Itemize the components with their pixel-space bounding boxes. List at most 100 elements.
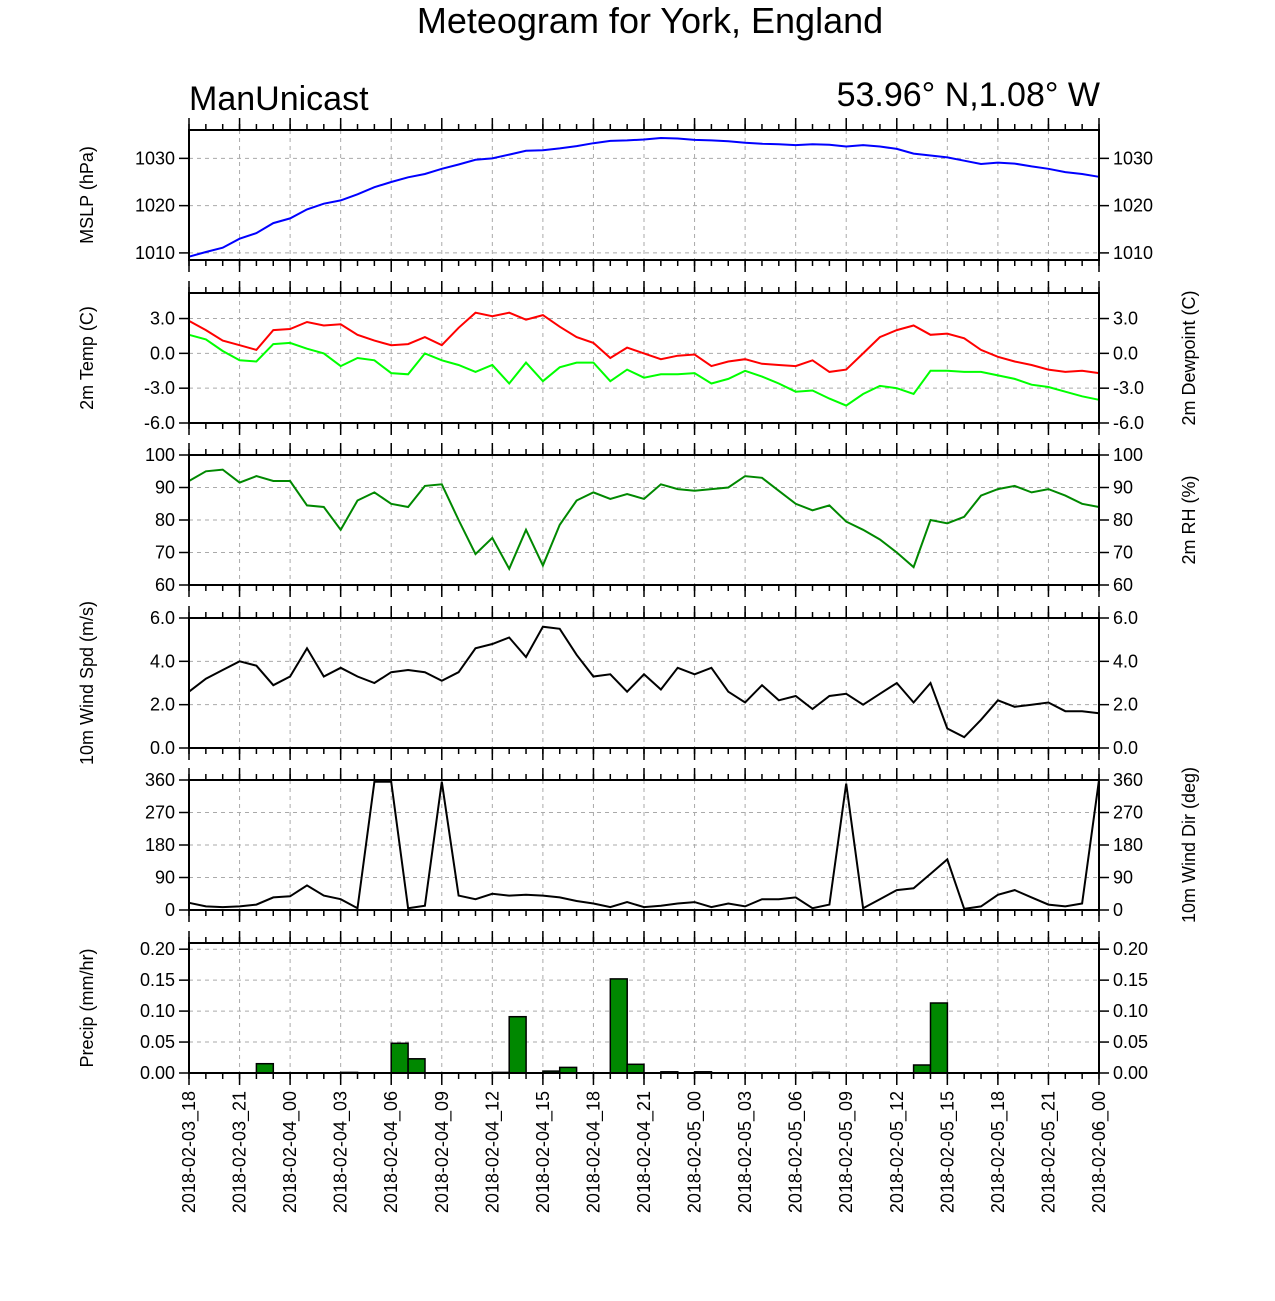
y-tick-label-right: 0.10 xyxy=(1113,1001,1148,1021)
y-tick-label-right: 0.15 xyxy=(1113,970,1148,990)
precip-bar xyxy=(609,978,628,1074)
y-tick-label-left: 1030 xyxy=(135,148,175,168)
y-tick-label-left: 2.0 xyxy=(150,695,175,715)
y-tick-label-right: -6.0 xyxy=(1113,413,1144,433)
precip-bar xyxy=(929,1002,949,1074)
ylabel-left-wind: 10m Wind Spd (m/s) xyxy=(77,601,97,765)
y-tick-label-right: 90 xyxy=(1113,478,1133,498)
series-line-rh-0 xyxy=(188,468,1100,572)
model-label: ManUnicast xyxy=(189,80,369,118)
y-tick-label-right: 0.0 xyxy=(1113,343,1138,363)
chart-title: Meteogram for York, England xyxy=(416,0,884,41)
y-tick-label-right: 60 xyxy=(1113,575,1133,595)
y-tick-label-left: 100 xyxy=(145,445,175,465)
y-tick-label-left: -6.0 xyxy=(144,413,175,433)
series-line-temp-1 xyxy=(188,333,1100,407)
ylabel-right-temp: 2m Dewpoint (C) xyxy=(1179,290,1199,425)
y-tick-label-left: 1010 xyxy=(135,243,175,263)
y-tick-label-right: 0.00 xyxy=(1113,1063,1148,1083)
panel-temp: -6.0 -6.0 -3.0 -3.0 0.0 0.0 3.0 3.0 2m Temp (C) 2… xyxy=(77,281,1199,435)
y-tick-label-right: 80 xyxy=(1113,510,1133,530)
x-tick-label: 2018-02-04_12 xyxy=(482,1091,503,1213)
y-tick-label-right: 1030 xyxy=(1113,148,1153,168)
y-tick-label-left: 70 xyxy=(155,543,175,563)
y-tick-label-left: 0.20 xyxy=(140,939,175,959)
y-tick-label-right: 0 xyxy=(1113,900,1123,920)
y-tick-label-right: 270 xyxy=(1113,803,1143,823)
y-tick-label-right: 360 xyxy=(1113,770,1143,790)
y-tick-label-right: 6.0 xyxy=(1113,608,1138,628)
y-tick-label-left: 80 xyxy=(155,510,175,530)
y-tick-label-left: 0.15 xyxy=(140,970,175,990)
y-tick-label-left: 4.0 xyxy=(150,651,175,671)
x-tick-label: 2018-02-06_00 xyxy=(1089,1091,1110,1213)
y-tick-label-right: 1010 xyxy=(1113,243,1153,263)
y-tick-label-right: 0.0 xyxy=(1113,738,1138,758)
y-tick-label-left: 360 xyxy=(145,770,175,790)
ylabel-left-precip: Precip (mm/hr) xyxy=(77,948,97,1067)
y-tick-label-right: 4.0 xyxy=(1113,651,1138,671)
series-line-wind-0 xyxy=(188,625,1100,739)
y-tick-label-left: 0.0 xyxy=(150,738,175,758)
series-line-wdir-0 xyxy=(188,779,1100,911)
x-tick-label: 2018-02-05_09 xyxy=(836,1091,857,1213)
y-tick-label-right: 1020 xyxy=(1113,196,1153,216)
y-tick-label-left: 270 xyxy=(145,803,175,823)
precip-bar xyxy=(626,1063,645,1074)
ylabel-left-mslp: MSLP (hPa) xyxy=(77,146,97,244)
y-tick-label-left: 0.10 xyxy=(140,1001,175,1021)
y-tick-label-right: 2.0 xyxy=(1113,695,1138,715)
panel-mslp: 1010 1010 1020 1020 1030 1030 MSLP (hPa) xyxy=(77,118,1153,272)
x-tick-label: 2018-02-05_06 xyxy=(786,1091,807,1213)
panel-wind: 0.0 0.0 2.0 2.0 4.0 4.0 6.0 6.0 10m Wind Spd (m/… xyxy=(77,601,1138,765)
y-tick-label-left: 1020 xyxy=(135,196,175,216)
y-tick-label-left: -3.0 xyxy=(144,378,175,398)
x-tick-label: 2018-02-05_00 xyxy=(685,1091,706,1213)
series-line-mslp-0 xyxy=(188,136,1100,258)
x-tick-label: 2018-02-04_21 xyxy=(634,1091,655,1213)
y-tick-label-left: 90 xyxy=(155,478,175,498)
ylabel-left-temp: 2m Temp (C) xyxy=(77,306,97,410)
y-tick-label-left: 60 xyxy=(155,575,175,595)
x-tick-label: 2018-02-04_09 xyxy=(432,1091,453,1213)
y-tick-label-left: 6.0 xyxy=(150,608,175,628)
y-tick-label-right: 70 xyxy=(1113,543,1133,563)
x-tick-label: 2018-02-05_03 xyxy=(735,1091,756,1213)
x-tick-label: 2018-02-05_21 xyxy=(1038,1091,1059,1213)
y-tick-label-left: 0.00 xyxy=(140,1063,175,1083)
x-tick-label: 2018-02-03_18 xyxy=(179,1091,200,1213)
series-line-temp-0 xyxy=(188,311,1100,375)
panel-rh: 60 60 70 70 80 80 90 90 100 100 2m RH (%) xyxy=(145,443,1199,597)
y-tick-label-left: 180 xyxy=(145,835,175,855)
precip-bar xyxy=(912,1064,932,1074)
y-tick-label-right: 100 xyxy=(1113,445,1143,465)
x-tick-label: 2018-02-04_00 xyxy=(280,1091,301,1213)
panel-precip: 0.00 0.00 0.05 0.05 0.10 0.10 0.15 0.15 0.20 0.20… xyxy=(77,931,1148,1085)
y-tick-label-right: 3.0 xyxy=(1113,309,1138,329)
ylabel-right-rh: 2m RH (%) xyxy=(1179,476,1199,565)
precip-bar xyxy=(255,1062,275,1074)
y-tick-label-left: 0.0 xyxy=(150,343,175,363)
x-tick-label: 2018-02-04_18 xyxy=(583,1091,604,1213)
y-tick-label-left: 90 xyxy=(155,868,175,888)
precip-bar xyxy=(407,1058,426,1074)
y-tick-label-left: 0 xyxy=(165,900,175,920)
y-tick-label-right: 0.20 xyxy=(1113,939,1148,959)
y-tick-label-left: 3.0 xyxy=(150,309,175,329)
x-tick-label: 2018-02-03_21 xyxy=(230,1091,251,1213)
y-tick-label-right: 90 xyxy=(1113,868,1133,888)
ylabel-right-wdir: 10m Wind Dir (deg) xyxy=(1179,767,1199,923)
x-date-labels: 2018-02-03_18 2018-02-03_21 2018-02-04_00 2… xyxy=(179,1091,1110,1213)
location-label: 53.96° N,1.08° W xyxy=(836,76,1100,114)
x-tick-label: 2018-02-04_03 xyxy=(331,1091,352,1213)
x-tick-label: 2018-02-05_15 xyxy=(937,1091,958,1213)
precip-bar xyxy=(390,1042,409,1074)
x-tick-label: 2018-02-05_12 xyxy=(887,1091,908,1213)
y-tick-label-right: 0.05 xyxy=(1113,1032,1148,1052)
x-tick-label: 2018-02-05_18 xyxy=(988,1091,1009,1213)
y-tick-label-left: 0.05 xyxy=(140,1032,175,1052)
y-tick-label-right: -3.0 xyxy=(1113,378,1144,398)
x-tick-label: 2018-02-04_15 xyxy=(533,1091,554,1213)
precip-bar xyxy=(508,1015,527,1074)
